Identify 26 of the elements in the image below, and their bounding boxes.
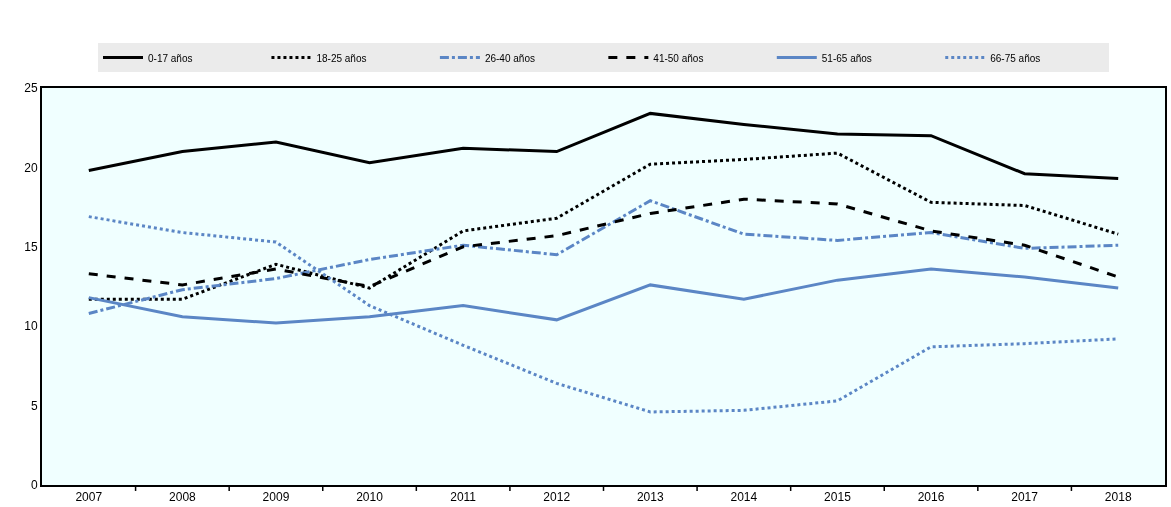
x-tick-label: 2018 [1104,490,1132,505]
legend-label: 26-40 años [484,52,535,64]
legend-label: 66-75 años [990,52,1041,64]
x-tick-label: 2012 [543,490,571,505]
legend-label: 51-65 años [821,52,872,64]
x-tick-label: 2014 [730,490,758,505]
y-tick-label: 25 [24,81,38,96]
y-tick-label: 5 [30,398,38,413]
line-series [87,151,1120,301]
y-tick-label: 0 [30,478,38,493]
x-tick-label: 2013 [636,490,664,505]
line-series [87,111,1120,181]
legend-label: 18-25 años [316,52,367,64]
x-tick-label: 2008 [169,490,197,505]
x-tick-label: 2010 [356,490,384,505]
y-tick-label: 20 [24,160,38,175]
x-tick-label: 2016 [917,490,945,505]
x-tick-label: 2015 [824,490,852,505]
x-tick-label: 2009 [262,490,290,505]
y-tick-label: 10 [24,319,38,334]
y-tick-label: 15 [24,240,38,254]
x-tick-label: 2007 [75,490,103,505]
x-tick-label: 2017 [1011,490,1039,505]
legend-label: 41-50 años [653,52,704,64]
legend-label: 0-17 años [148,52,193,64]
x-tick-label: 2011 [450,490,477,505]
